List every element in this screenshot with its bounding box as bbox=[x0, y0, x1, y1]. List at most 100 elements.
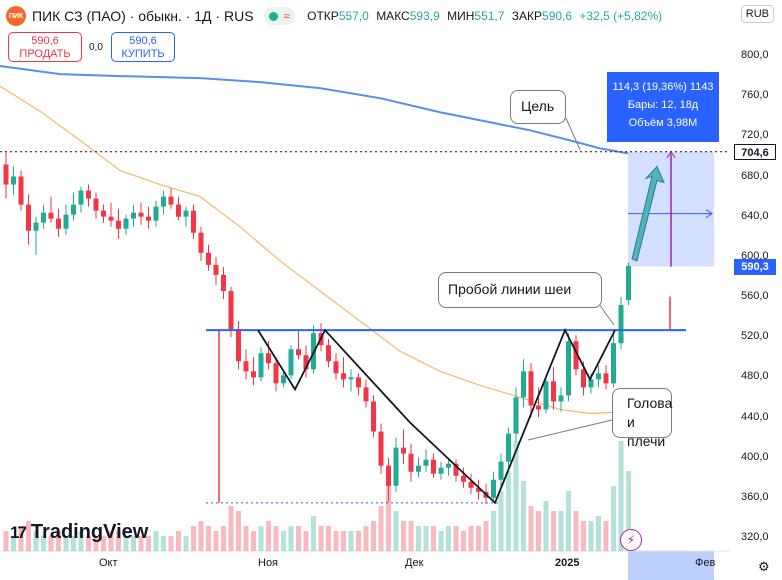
candle-body bbox=[431, 459, 436, 474]
volume-bar bbox=[491, 511, 496, 551]
candle-body bbox=[123, 218, 129, 229]
candle-body bbox=[603, 373, 609, 384]
neckline-break-callout[interactable]: Пробой линии шеи bbox=[438, 272, 602, 308]
y-tick-label: 480,0 bbox=[741, 370, 769, 383]
sell-button[interactable]: 590,6 ПРОДАТЬ bbox=[8, 32, 82, 62]
candle-body bbox=[176, 204, 181, 217]
candle-body bbox=[468, 481, 474, 488]
volume-bar bbox=[138, 536, 144, 551]
last-price-tag: 590,3 bbox=[734, 258, 776, 275]
volume-bar bbox=[318, 526, 324, 551]
candle-body bbox=[491, 479, 496, 498]
volume-bar bbox=[566, 491, 571, 551]
candle-body bbox=[386, 465, 391, 486]
candle-body bbox=[416, 465, 421, 472]
head-shoulders-callout[interactable]: Голова и плечи bbox=[612, 388, 672, 449]
currency-selector[interactable]: RUB bbox=[740, 5, 774, 23]
candle-body bbox=[146, 216, 151, 221]
candle-body bbox=[26, 204, 31, 231]
volume-bar bbox=[266, 521, 271, 551]
volume-bar bbox=[618, 441, 624, 551]
volume-bar bbox=[558, 511, 564, 551]
volume-bar bbox=[498, 491, 504, 551]
change-value: +32,5 (+5,82%) bbox=[579, 9, 663, 23]
candle-body bbox=[401, 447, 406, 454]
candle-body bbox=[573, 341, 579, 370]
volume-bar bbox=[153, 531, 159, 551]
volume-bar bbox=[273, 526, 279, 551]
candle-body bbox=[108, 216, 114, 221]
volume-bar bbox=[333, 531, 339, 551]
candle-body bbox=[521, 371, 526, 398]
volume-bar bbox=[446, 526, 451, 551]
volume-bar bbox=[468, 526, 474, 551]
volume-bar bbox=[281, 531, 286, 551]
buy-label: КУПИТЬ bbox=[121, 48, 165, 60]
volume-bar bbox=[423, 526, 429, 551]
volume-bar bbox=[461, 531, 466, 551]
volume-bar bbox=[183, 536, 189, 551]
candle-body bbox=[63, 214, 69, 229]
candle-body bbox=[341, 373, 346, 380]
y-tick-label: 800,0 bbox=[741, 49, 769, 61]
lightning-icon[interactable]: ⚡ bbox=[620, 529, 642, 551]
symbol-title[interactable]: ПИК СЗ (ПАО) · обыкн. · 1Д · RUS bbox=[32, 8, 254, 24]
y-tick-label: 320,0 bbox=[741, 531, 769, 543]
candle-body bbox=[356, 377, 361, 388]
y-tick-label: 520,0 bbox=[741, 330, 769, 343]
volume-bar bbox=[101, 536, 106, 551]
volume-bar bbox=[18, 526, 24, 551]
candle-body bbox=[168, 196, 174, 205]
candle-body bbox=[206, 252, 211, 265]
volume-bar bbox=[378, 506, 384, 551]
measure-info-box[interactable]: 114,3 (19,36%) 1143 Бары: 12, 18д Объём … bbox=[607, 72, 719, 142]
low-value: 551,7 bbox=[474, 9, 505, 23]
volume-bar bbox=[168, 536, 174, 551]
y-tick-label: 560,0 bbox=[741, 290, 769, 302]
buy-price: 590,6 bbox=[129, 35, 157, 47]
volume-bar bbox=[393, 511, 399, 551]
candle-body bbox=[618, 305, 624, 344]
candle-body bbox=[596, 373, 601, 380]
market-status[interactable]: ≈ bbox=[263, 7, 296, 25]
ticker-logo[interactable]: ПИК bbox=[6, 6, 26, 26]
y-tick-label: 600,0 bbox=[741, 249, 769, 262]
x-tick-label: Дек bbox=[405, 557, 424, 569]
candle-body bbox=[258, 353, 264, 378]
candle-body bbox=[116, 220, 121, 229]
x-tick-label: Фев bbox=[695, 557, 716, 569]
tradingview-branding[interactable]: 17 TradingView bbox=[10, 521, 148, 544]
candle-body bbox=[536, 405, 541, 410]
volume-bar bbox=[228, 506, 234, 551]
measure-change: 114,3 (19,36%) 1143 bbox=[612, 81, 714, 93]
y-tick-label: 760,0 bbox=[741, 89, 769, 102]
candle-body bbox=[18, 176, 24, 205]
volume-bar bbox=[63, 536, 69, 551]
candle-body bbox=[611, 343, 616, 384]
y-tick-label: 640,0 bbox=[741, 209, 769, 222]
market-open-dot-icon bbox=[268, 11, 278, 21]
candle-body bbox=[408, 453, 414, 472]
target-callout[interactable]: Цель bbox=[510, 90, 566, 124]
volume-bar bbox=[71, 536, 76, 551]
high-value: 593,9 bbox=[409, 9, 440, 23]
candle-body bbox=[33, 222, 39, 231]
volume-bar bbox=[348, 531, 354, 551]
candle-body bbox=[56, 218, 61, 229]
volume-bar bbox=[528, 506, 534, 551]
volume-bar bbox=[386, 481, 391, 551]
gear-icon[interactable]: ⚙ bbox=[758, 559, 770, 574]
y-tick-label: 360,0 bbox=[741, 490, 769, 503]
candle-body bbox=[288, 349, 294, 376]
spread-value: 0,0 bbox=[89, 42, 103, 53]
volume-bar bbox=[506, 471, 511, 551]
candle-body bbox=[453, 463, 459, 476]
sell-price: 590,6 bbox=[31, 35, 59, 47]
candle-body bbox=[228, 290, 234, 330]
buy-button[interactable]: 590,6 КУПИТЬ bbox=[111, 32, 175, 62]
volume-bar bbox=[611, 486, 616, 551]
candle-body bbox=[86, 190, 91, 199]
open-value: 557,0 bbox=[338, 9, 369, 23]
close-value: 590,6 bbox=[542, 9, 573, 23]
